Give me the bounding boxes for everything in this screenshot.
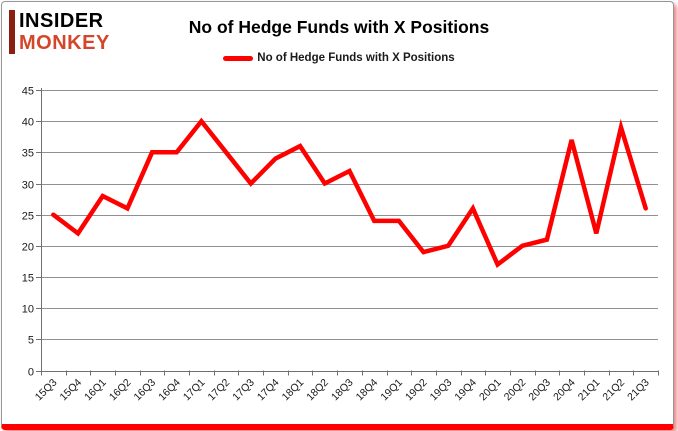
x-tick-label: 15Q3: [33, 377, 60, 404]
y-tick-label: 15: [22, 273, 34, 285]
x-tick-label: 16Q2: [107, 377, 134, 404]
axes: [36, 88, 659, 376]
x-tick-label: 17Q3: [230, 377, 257, 404]
data-line: [51, 117, 648, 269]
y-gridlines: [41, 90, 658, 340]
y-tick-label: 5: [28, 335, 34, 347]
x-tick-label: 20Q4: [551, 377, 578, 404]
y-tick-label: 35: [22, 148, 34, 160]
x-tick-label: 20Q2: [502, 377, 529, 404]
x-tick-label: 18Q4: [354, 377, 381, 404]
y-tick-label: 30: [22, 180, 34, 192]
x-tick-label: 20Q1: [477, 377, 504, 404]
legend-label: No of Hedge Funds with X Positions: [257, 52, 455, 64]
y-tick-label: 0: [28, 367, 34, 379]
x-tick-label: 19Q2: [403, 377, 430, 404]
x-tick-label: 21Q1: [576, 377, 603, 404]
x-tick-label: 19Q3: [428, 377, 455, 404]
chart-legend: No of Hedge Funds with X Positions: [0, 52, 678, 64]
legend-line-marker-icon: [223, 55, 254, 61]
x-tick-label: 19Q1: [378, 377, 405, 404]
x-tick-label: 16Q4: [156, 377, 183, 404]
x-tick-label: 16Q3: [132, 377, 159, 404]
x-tick-label: 19Q4: [452, 377, 479, 404]
x-axis-labels: 15Q315Q416Q116Q216Q316Q417Q117Q217Q317Q4…: [33, 377, 652, 404]
x-tick-label: 16Q1: [82, 377, 109, 404]
chart-title: No of Hedge Funds with X Positions: [188, 17, 490, 37]
x-tick-label: 21Q3: [625, 377, 652, 404]
x-tick-label: 18Q3: [329, 377, 356, 404]
y-tick-label: 45: [22, 86, 34, 98]
x-tick-label: 17Q1: [181, 377, 208, 404]
insider-monkey-logo: INSIDER MONKEY: [9, 10, 110, 54]
y-tick-label: 40: [22, 117, 34, 129]
x-tick-label: 18Q2: [304, 377, 331, 404]
logo-line-monkey: MONKEY: [19, 32, 110, 54]
x-tick-label: 20Q3: [526, 377, 553, 404]
y-axis-labels: 0 5 10 15 20 25 30 35 40 45: [22, 86, 34, 379]
x-tick-label: 18Q1: [280, 377, 307, 404]
y-tick-label: 25: [22, 211, 34, 223]
logo-line-insider: INSIDER: [19, 10, 104, 32]
x-tick-label: 21Q2: [600, 377, 627, 404]
x-tick-label: 17Q4: [255, 377, 282, 404]
x-tick-label: 17Q2: [206, 377, 233, 404]
y-tick-label: 10: [22, 304, 34, 316]
x-tick-label: 15Q4: [57, 377, 84, 404]
logo-red-bar-icon: [9, 10, 15, 54]
y-tick-label: 20: [22, 242, 34, 254]
logo-text: INSIDER MONKEY: [19, 10, 110, 54]
